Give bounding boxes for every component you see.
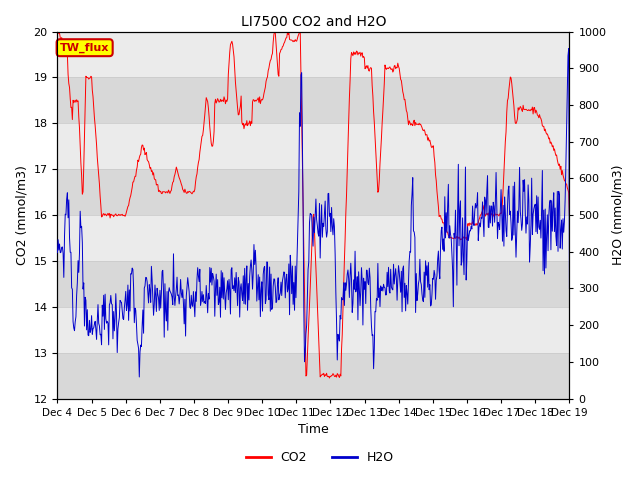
Bar xyxy=(58,169,570,215)
X-axis label: Time: Time xyxy=(298,423,329,436)
Bar xyxy=(58,353,570,398)
Bar xyxy=(58,123,570,169)
Bar xyxy=(58,261,570,307)
Y-axis label: CO2 (mmol/m3): CO2 (mmol/m3) xyxy=(15,165,28,265)
Legend: CO2, H2O: CO2, H2O xyxy=(241,446,399,469)
Title: LI7500 CO2 and H2O: LI7500 CO2 and H2O xyxy=(241,15,386,29)
Bar xyxy=(58,215,570,261)
Text: TW_flux: TW_flux xyxy=(60,43,109,53)
Bar xyxy=(58,307,570,353)
Bar xyxy=(58,32,570,77)
Bar xyxy=(58,77,570,123)
Y-axis label: H2O (mmol/m3): H2O (mmol/m3) xyxy=(612,165,625,265)
